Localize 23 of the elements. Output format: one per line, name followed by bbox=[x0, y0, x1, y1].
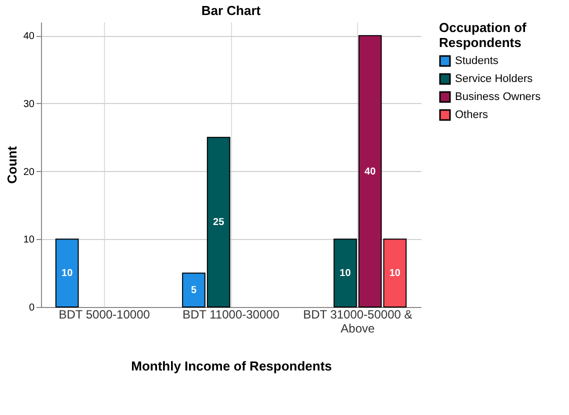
data-label: 5 bbox=[190, 285, 197, 296]
x-tick-label: BDT 31000-50000 & Above bbox=[303, 308, 412, 336]
legend-label: Service Holders bbox=[455, 73, 534, 85]
bar bbox=[55, 238, 79, 308]
y-tick-label: 10 bbox=[23, 234, 35, 246]
legend-title: Occupation of Respondents bbox=[439, 20, 528, 50]
data-label: 10 bbox=[389, 268, 401, 280]
x-axis-title: Monthly Income of Respondents bbox=[131, 358, 332, 374]
data-label: 40 bbox=[364, 166, 376, 178]
y-tick-label: 40 bbox=[23, 31, 35, 42]
legend-label: Others bbox=[455, 109, 489, 121]
y-axis-title: Count bbox=[4, 146, 20, 184]
y-tick-label: 30 bbox=[23, 98, 35, 110]
x-tick-label: BDT 5000-10000 bbox=[58, 308, 150, 322]
chart-title: Bar Chart bbox=[201, 3, 262, 18]
y-tick-label: 20 bbox=[23, 166, 35, 178]
data-label: 10 bbox=[62, 268, 74, 280]
data-label: 10 bbox=[340, 268, 352, 280]
x-tick-label: BDT 11000-30000 bbox=[182, 308, 280, 322]
data-label: 25 bbox=[213, 217, 225, 228]
legend-label: Business Owners bbox=[455, 91, 542, 103]
legend-label: Students bbox=[455, 55, 499, 67]
y-tick-label: 0 bbox=[28, 302, 35, 314]
